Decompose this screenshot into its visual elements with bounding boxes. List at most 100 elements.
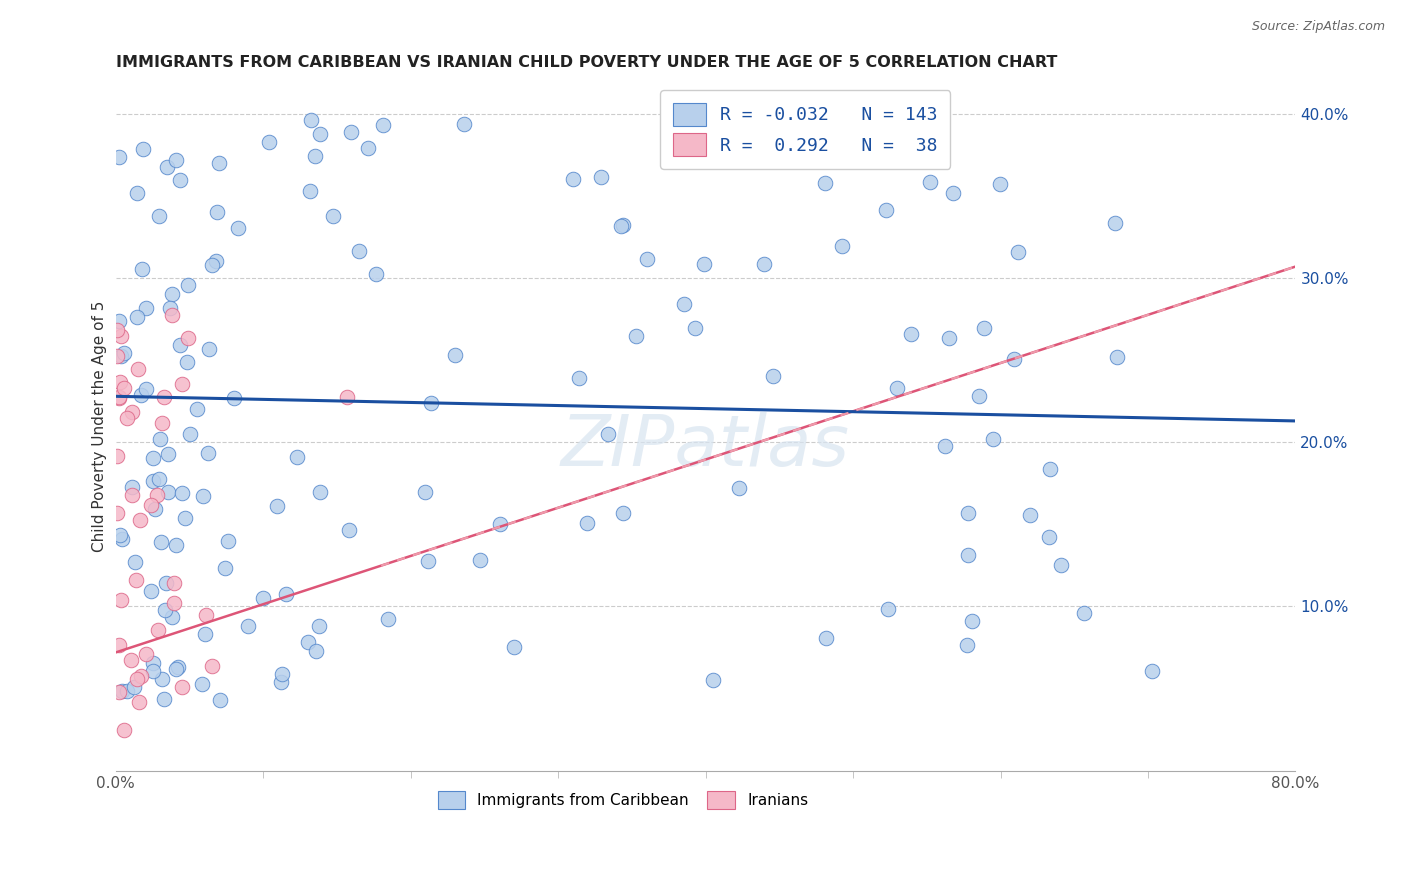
Point	[125, 186, 148, 201]
Point	[276, 587, 298, 601]
Point	[128, 514, 150, 528]
Point	[575, 516, 598, 530]
Point	[502, 640, 524, 654]
Point	[636, 252, 658, 266]
Point	[129, 388, 152, 402]
Point	[110, 349, 132, 363]
Point	[135, 382, 157, 396]
Point	[1038, 530, 1060, 544]
Point	[875, 203, 897, 218]
Point	[111, 532, 134, 546]
Point	[160, 609, 183, 624]
Point	[609, 219, 631, 233]
Text: IMMIGRANTS FROM CARIBBEAN VS IRANIAN CHILD POVERTY UNDER THE AGE OF 5 CORRELATIO: IMMIGRANTS FROM CARIBBEAN VS IRANIAN CHI…	[115, 55, 1057, 70]
Point	[1018, 508, 1040, 522]
Point	[357, 141, 380, 155]
Point	[177, 331, 200, 345]
Point	[814, 631, 837, 645]
Point	[198, 342, 221, 356]
Point	[727, 481, 749, 495]
Point	[170, 376, 193, 391]
Point	[165, 538, 187, 552]
Point	[107, 391, 129, 405]
Point	[194, 627, 217, 641]
Point	[626, 329, 648, 343]
Point	[169, 338, 191, 352]
Point	[305, 644, 328, 658]
Point	[159, 301, 181, 315]
Point	[934, 439, 956, 453]
Point	[956, 507, 979, 521]
Point	[194, 608, 217, 623]
Point	[453, 117, 475, 131]
Point	[208, 693, 231, 707]
Point	[418, 554, 440, 568]
Point	[153, 603, 176, 617]
Point	[612, 506, 634, 520]
Point	[148, 209, 170, 223]
Point	[186, 401, 208, 416]
Point	[568, 371, 591, 385]
Text: ZIPatlas: ZIPatlas	[561, 412, 851, 481]
Point	[105, 449, 128, 463]
Point	[107, 150, 129, 164]
Point	[179, 427, 201, 442]
Point	[108, 685, 131, 699]
Point	[148, 623, 170, 637]
Point	[173, 511, 195, 525]
Point	[683, 321, 706, 335]
Point	[156, 160, 179, 174]
Point	[205, 254, 228, 268]
Point	[105, 323, 128, 337]
Point	[167, 660, 190, 674]
Point	[115, 410, 138, 425]
Point	[124, 555, 146, 569]
Point	[131, 262, 153, 277]
Point	[217, 534, 239, 549]
Point	[105, 506, 128, 520]
Point	[1140, 664, 1163, 678]
Point	[876, 602, 898, 616]
Point	[111, 684, 134, 698]
Point	[197, 446, 219, 460]
Point	[761, 369, 783, 384]
Point	[444, 348, 467, 362]
Point	[831, 239, 853, 253]
Legend: Immigrants from Caribbean, Iranians: Immigrants from Caribbean, Iranians	[432, 785, 814, 814]
Point	[121, 488, 143, 502]
Point	[155, 576, 177, 591]
Point	[956, 548, 979, 562]
Point	[165, 662, 187, 676]
Point	[108, 638, 131, 652]
Point	[108, 376, 131, 390]
Point	[886, 381, 908, 395]
Point	[143, 502, 166, 516]
Point	[1050, 558, 1073, 572]
Point	[191, 489, 214, 503]
Point	[108, 391, 131, 405]
Point	[754, 257, 776, 271]
Point	[956, 638, 979, 652]
Point	[900, 326, 922, 341]
Point	[163, 596, 186, 610]
Point	[132, 142, 155, 156]
Point	[562, 172, 585, 186]
Point	[693, 257, 716, 271]
Point	[120, 653, 142, 667]
Point	[127, 310, 149, 324]
Point	[114, 381, 136, 395]
Point	[488, 517, 510, 532]
Point	[960, 614, 983, 628]
Point	[990, 177, 1012, 191]
Point	[163, 576, 186, 591]
Point	[612, 218, 634, 232]
Point	[702, 673, 724, 688]
Point	[122, 680, 145, 694]
Point	[201, 658, 224, 673]
Point	[297, 635, 319, 649]
Point	[107, 349, 129, 363]
Point	[285, 450, 308, 464]
Point	[322, 209, 344, 223]
Point	[135, 647, 157, 661]
Point	[299, 184, 322, 198]
